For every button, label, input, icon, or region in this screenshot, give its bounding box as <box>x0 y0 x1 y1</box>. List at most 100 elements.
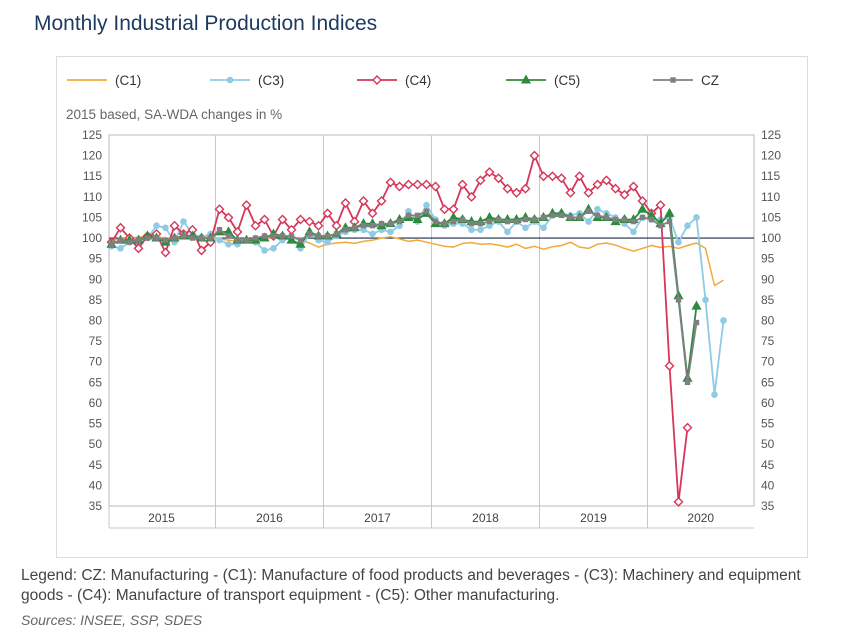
data-point-cz <box>549 212 556 219</box>
data-point-c4 <box>385 177 396 188</box>
data-point-cz <box>423 208 430 214</box>
legend-label-cz: CZ <box>701 73 719 88</box>
data-point-c4 <box>466 191 477 202</box>
y-tick-label-right: 115 <box>761 169 780 183</box>
y-tick-label-right: 105 <box>761 210 781 224</box>
data-point-c5 <box>637 203 648 213</box>
data-point-c5 <box>295 238 306 248</box>
data-point-cz <box>360 222 367 229</box>
data-point-cz <box>684 379 691 386</box>
data-point-c4 <box>412 179 423 190</box>
y-tick-label-left: 80 <box>89 314 103 328</box>
data-point-cz <box>675 297 682 303</box>
y-tick-label-left: 55 <box>89 417 103 431</box>
data-point-cz <box>639 214 646 221</box>
data-point-c3 <box>720 317 727 324</box>
data-point-c3 <box>153 222 160 229</box>
legend-marker-c3 <box>226 76 234 84</box>
y-tick-label-right: 90 <box>761 272 775 286</box>
data-point-c4 <box>223 212 234 223</box>
data-point-c4 <box>628 181 639 192</box>
data-point-c4 <box>367 208 378 219</box>
y-tick-label-right: 95 <box>761 252 775 266</box>
data-point-c4 <box>529 150 540 161</box>
data-point-c3 <box>369 230 376 238</box>
y-tick-label-right: 100 <box>761 231 781 245</box>
data-point-cz <box>495 216 502 223</box>
data-point-c4 <box>664 360 675 371</box>
data-point-cz <box>270 233 277 239</box>
data-point-cz <box>468 220 475 227</box>
data-point-cz <box>558 212 565 219</box>
data-point-c4 <box>673 496 684 507</box>
data-point-c4 <box>241 200 252 211</box>
data-point-c4 <box>565 187 576 198</box>
data-point-c5 <box>664 207 675 217</box>
data-point-cz <box>603 214 610 221</box>
data-point-c4 <box>250 220 261 231</box>
legend-description: Legend: CZ: Manufacturing - (C1): Manufa… <box>21 567 801 604</box>
data-point-cz <box>513 218 520 225</box>
data-point-c3 <box>540 224 547 232</box>
data-point-cz <box>648 216 655 223</box>
data-point-c3 <box>468 226 475 234</box>
data-point-c4 <box>340 198 351 209</box>
data-point-c5 <box>286 234 297 244</box>
data-point-cz <box>189 235 196 241</box>
data-point-cz <box>261 233 268 239</box>
y-tick-label-right: 85 <box>761 293 775 307</box>
data-point-c4 <box>511 187 522 198</box>
data-point-cz <box>585 208 592 214</box>
y-tick-label-right: 65 <box>761 375 775 389</box>
data-point-c4 <box>133 243 144 254</box>
x-tick-label: 2017 <box>364 511 391 525</box>
y-tick-label-left: 110 <box>83 190 102 204</box>
x-tick-label: 2019 <box>580 511 607 525</box>
data-point-c4 <box>682 422 693 433</box>
x-tick-label: 2015 <box>148 511 175 525</box>
data-point-cz <box>144 235 151 241</box>
y-tick-label-right: 125 <box>761 128 781 142</box>
data-point-cz <box>459 216 466 223</box>
data-point-c5 <box>412 213 423 224</box>
data-point-c4 <box>394 181 405 192</box>
y-tick-label-left: 70 <box>89 355 103 369</box>
data-point-cz <box>333 231 340 237</box>
data-point-c3 <box>693 214 700 221</box>
y-tick-label-left: 120 <box>82 149 102 163</box>
data-point-cz <box>396 218 403 225</box>
data-point-c4 <box>556 173 567 184</box>
data-point-c4 <box>538 171 549 182</box>
data-point-c4 <box>493 173 504 184</box>
data-point-c3 <box>216 236 223 244</box>
data-point-c5 <box>691 300 702 310</box>
y-tick-label-left: 85 <box>89 293 103 307</box>
y-tick-label-right: 80 <box>761 314 775 328</box>
data-point-c4 <box>358 195 369 206</box>
y-tick-label-left: 75 <box>89 334 103 348</box>
data-point-c4 <box>547 171 558 182</box>
x-tick-label: 2020 <box>687 511 714 525</box>
y-tick-label-right: 70 <box>761 355 775 369</box>
data-point-c3 <box>261 247 268 254</box>
data-point-cz <box>693 319 700 326</box>
y-tick-label-right: 75 <box>761 334 775 348</box>
series-line-c1 <box>111 234 724 287</box>
y-tick-label-left: 105 <box>82 210 102 224</box>
legend-marker-c5 <box>520 74 532 84</box>
data-point-c3 <box>585 218 592 225</box>
data-point-c4 <box>457 179 468 190</box>
data-point-c3 <box>180 218 187 225</box>
data-point-c4 <box>610 183 621 194</box>
y-tick-label-left: 45 <box>89 458 103 472</box>
data-point-c4 <box>403 179 414 190</box>
y-tick-label-right: 110 <box>761 190 780 204</box>
y-tick-label-right: 50 <box>761 437 775 451</box>
data-point-cz <box>612 216 619 223</box>
data-point-cz <box>243 237 250 243</box>
y-tick-label-left: 35 <box>89 499 103 513</box>
data-point-cz <box>135 237 142 243</box>
data-point-cz <box>531 216 538 223</box>
data-point-cz <box>369 222 376 229</box>
data-point-cz <box>432 218 439 225</box>
